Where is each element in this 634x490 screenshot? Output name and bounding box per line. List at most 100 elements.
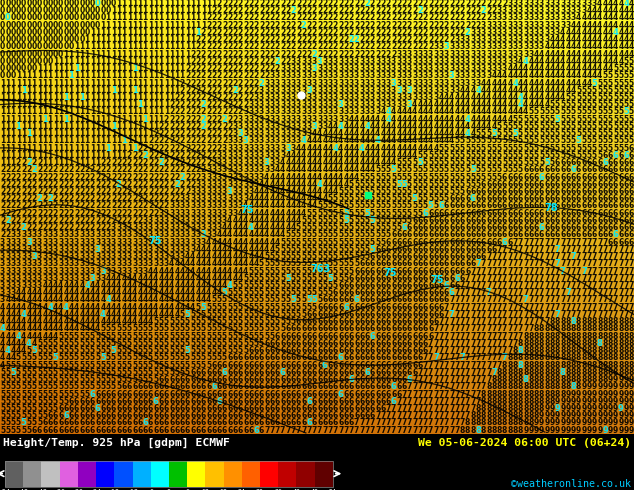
Text: 4: 4 (560, 42, 566, 51)
Text: 7: 7 (544, 267, 550, 275)
Text: 7: 7 (560, 295, 566, 304)
Text: 6: 6 (496, 209, 502, 218)
Text: 0: 0 (37, 6, 42, 15)
Text: 7: 7 (544, 288, 550, 297)
Text: 4: 4 (32, 295, 37, 304)
Text: 1: 1 (127, 144, 132, 152)
Text: 6: 6 (238, 361, 243, 369)
Text: 6: 6 (433, 317, 439, 326)
Text: 1: 1 (116, 107, 122, 117)
Text: 2: 2 (53, 187, 58, 196)
Text: 5: 5 (571, 100, 576, 109)
Text: 4: 4 (502, 93, 507, 102)
Text: 4: 4 (301, 172, 306, 182)
Text: 5: 5 (550, 136, 555, 146)
Text: 6: 6 (428, 267, 433, 275)
Text: 6: 6 (143, 390, 148, 398)
Text: 8: 8 (496, 411, 502, 420)
Text: 5: 5 (333, 238, 338, 246)
Text: 5: 5 (497, 172, 502, 182)
Text: 6: 6 (269, 411, 275, 420)
Text: 6: 6 (359, 274, 365, 283)
Text: 5: 5 (486, 158, 491, 167)
Text: 6: 6 (401, 310, 407, 319)
Text: 3: 3 (254, 129, 259, 138)
Text: ©weatheronline.co.uk: ©weatheronline.co.uk (511, 479, 631, 489)
Text: 2: 2 (375, 13, 380, 23)
Text: 3: 3 (143, 252, 148, 261)
Text: 4: 4 (290, 151, 296, 160)
Text: 5: 5 (27, 426, 32, 435)
Text: 2: 2 (179, 93, 185, 102)
Text: 6: 6 (523, 187, 528, 196)
Text: 3: 3 (0, 295, 5, 304)
Text: 1: 1 (63, 100, 68, 109)
Text: 6: 6 (407, 339, 412, 348)
Text: 1: 1 (48, 107, 53, 117)
Text: 3: 3 (507, 21, 512, 30)
Text: 6: 6 (68, 404, 74, 413)
Text: 2: 2 (338, 13, 344, 23)
Text: 4: 4 (412, 151, 417, 160)
Text: 4: 4 (502, 71, 507, 80)
Text: 7: 7 (449, 310, 455, 319)
Text: 5: 5 (476, 165, 481, 174)
Text: 2: 2 (195, 144, 201, 152)
Bar (205, 461, 224, 487)
Text: 4: 4 (100, 281, 106, 290)
Text: 5: 5 (560, 100, 566, 109)
Text: 6: 6 (507, 216, 512, 225)
Text: 3: 3 (74, 238, 79, 246)
Text: 6: 6 (439, 245, 444, 254)
Text: 5: 5 (618, 93, 623, 102)
Text: 3: 3 (275, 86, 280, 95)
Text: 2: 2 (249, 21, 254, 30)
Text: 1: 1 (16, 129, 21, 138)
Text: 5: 5 (21, 361, 26, 369)
Text: 4: 4 (407, 151, 412, 160)
Text: 5: 5 (264, 324, 269, 333)
Text: 4: 4 (185, 259, 190, 269)
Text: 5: 5 (439, 144, 444, 152)
Text: 3: 3 (344, 64, 349, 73)
Text: 3: 3 (385, 86, 391, 95)
Text: 3: 3 (417, 49, 423, 59)
Text: 3: 3 (296, 107, 301, 117)
Text: 7: 7 (486, 274, 491, 283)
Text: 3: 3 (106, 267, 111, 275)
Text: 1: 1 (179, 28, 185, 37)
Text: 2: 2 (95, 187, 100, 196)
Text: 8: 8 (607, 361, 613, 369)
Text: 1: 1 (32, 86, 37, 95)
Text: We 05-06-2024 06:00 UTC (06+24): We 05-06-2024 06:00 UTC (06+24) (418, 438, 631, 448)
Text: 4: 4 (90, 295, 95, 304)
Text: 4: 4 (338, 122, 344, 131)
Text: 6: 6 (560, 158, 566, 167)
Text: 3: 3 (227, 136, 233, 146)
Text: 5: 5 (148, 324, 153, 333)
Text: 9: 9 (618, 404, 624, 413)
Text: 3: 3 (417, 93, 423, 102)
Text: 1: 1 (37, 122, 42, 131)
Text: 8: 8 (534, 390, 539, 398)
Text: 4: 4 (185, 295, 190, 304)
Text: 4: 4 (344, 180, 349, 189)
Text: 3: 3 (296, 86, 301, 95)
Text: 5: 5 (486, 172, 491, 182)
Text: 6: 6 (581, 230, 586, 240)
Text: 3: 3 (95, 274, 100, 283)
Text: 3: 3 (470, 71, 476, 80)
Text: 1: 1 (116, 42, 122, 51)
Text: 1: 1 (190, 28, 195, 37)
Text: 3: 3 (164, 245, 169, 254)
Text: 5: 5 (491, 158, 496, 167)
Text: 3: 3 (455, 42, 460, 51)
Text: 2: 2 (280, 13, 285, 23)
Text: 5: 5 (16, 368, 21, 377)
Text: 7: 7 (496, 245, 502, 254)
Text: 4: 4 (550, 42, 555, 51)
Text: 5: 5 (597, 144, 602, 152)
Text: 6: 6 (550, 187, 555, 196)
Text: 5: 5 (306, 267, 312, 275)
Text: 2: 2 (190, 71, 195, 80)
